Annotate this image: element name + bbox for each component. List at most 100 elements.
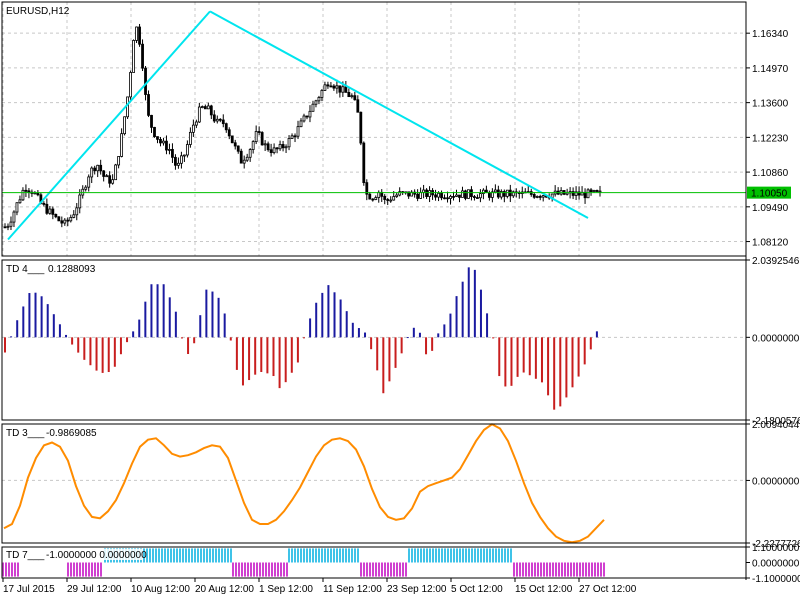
hist-bar-78 bbox=[479, 289, 482, 338]
state-bar bbox=[570, 562, 572, 577]
candle-194 bbox=[583, 188, 587, 204]
state-bar bbox=[315, 548, 317, 563]
candle-115 bbox=[347, 88, 351, 98]
candle-90 bbox=[272, 143, 276, 155]
state-bar bbox=[441, 548, 443, 563]
candle-body bbox=[162, 140, 165, 144]
candle-body bbox=[227, 129, 231, 137]
hist-bar-13 bbox=[83, 337, 86, 360]
hist-value: 0.1288093 bbox=[48, 264, 96, 275]
osc-ytick-label-1: 0.0000000 bbox=[752, 476, 800, 487]
candle-153 bbox=[461, 186, 464, 198]
state-bar bbox=[309, 548, 311, 563]
candle-63 bbox=[191, 119, 195, 137]
candle-body bbox=[156, 136, 159, 140]
candle-60 bbox=[182, 154, 186, 162]
candle-body bbox=[440, 192, 443, 199]
state-bar bbox=[167, 548, 169, 563]
hist-bar-74 bbox=[455, 296, 458, 338]
state-bar bbox=[191, 548, 193, 563]
candle-body bbox=[287, 138, 291, 148]
state-bar bbox=[372, 562, 374, 577]
state-bar bbox=[100, 562, 102, 577]
candle-body bbox=[335, 85, 339, 89]
candle-body bbox=[111, 179, 115, 184]
state-bar bbox=[348, 548, 350, 563]
candle-71 bbox=[215, 115, 219, 124]
candle-body bbox=[595, 190, 599, 192]
state-segment-5 bbox=[360, 562, 407, 577]
hist-bar-56 bbox=[345, 311, 348, 338]
candle-body bbox=[493, 189, 497, 193]
state-bar bbox=[351, 548, 353, 563]
hist-bar-94 bbox=[577, 337, 580, 377]
candle-body bbox=[248, 149, 252, 158]
state-bar bbox=[215, 548, 217, 563]
grid-layer bbox=[2, 2, 746, 481]
candle-body bbox=[535, 196, 539, 198]
candle-body bbox=[467, 189, 470, 199]
candle-99 bbox=[299, 118, 303, 128]
candle-37 bbox=[114, 163, 118, 181]
state-bar bbox=[573, 562, 575, 577]
candle-55 bbox=[168, 143, 171, 155]
candle-body bbox=[212, 114, 216, 122]
candle-131 bbox=[395, 192, 399, 198]
hist-bar-11 bbox=[71, 337, 74, 345]
candle-body bbox=[251, 141, 255, 150]
hist-ytick-label-0: 2.0392546 bbox=[752, 256, 800, 267]
hist-bar-15 bbox=[95, 337, 98, 371]
candle-body bbox=[284, 146, 288, 149]
state-bar bbox=[79, 562, 81, 577]
state-bar bbox=[330, 548, 332, 563]
candle-body bbox=[15, 202, 19, 213]
candle-70 bbox=[212, 110, 216, 123]
hist-bar-48 bbox=[296, 337, 299, 363]
state-bar bbox=[387, 562, 389, 577]
state-bar bbox=[600, 562, 602, 577]
candle-163 bbox=[490, 188, 494, 203]
hist-bar-45 bbox=[278, 337, 281, 389]
hist-bar-91 bbox=[559, 337, 562, 407]
candle-body bbox=[490, 191, 494, 198]
state-bar bbox=[357, 548, 359, 563]
state-bar bbox=[504, 548, 506, 563]
candle-body bbox=[203, 106, 207, 110]
candle-body bbox=[598, 190, 602, 193]
candle-body bbox=[586, 189, 590, 199]
candle-79 bbox=[239, 148, 243, 164]
candle-body bbox=[90, 167, 94, 178]
candle-84 bbox=[254, 125, 258, 145]
candle-21 bbox=[66, 217, 70, 227]
candle-body bbox=[368, 193, 372, 200]
hist-bar-8 bbox=[52, 314, 55, 338]
hist-bar-79 bbox=[486, 313, 489, 338]
state-ytick-label-2: -1.1000000 bbox=[752, 574, 800, 585]
candle-body bbox=[296, 126, 300, 137]
candle-body bbox=[437, 192, 440, 198]
candle-196 bbox=[589, 188, 593, 196]
candle-body bbox=[171, 149, 174, 158]
state-bar bbox=[408, 548, 410, 563]
state-bar bbox=[465, 548, 467, 563]
hist-bar-86 bbox=[528, 337, 531, 376]
state-bar bbox=[414, 548, 416, 563]
candle-body bbox=[446, 197, 449, 200]
candle-body bbox=[239, 150, 243, 164]
candle-body bbox=[470, 189, 473, 197]
hist-bar-34 bbox=[211, 291, 214, 338]
hist-bar-95 bbox=[583, 337, 586, 365]
candle-body bbox=[159, 138, 162, 144]
candle-body bbox=[21, 189, 25, 201]
pane-frame-0 bbox=[1, 1, 747, 257]
candle-body bbox=[18, 199, 22, 204]
state-bar bbox=[185, 548, 187, 563]
state-segment-1 bbox=[67, 562, 102, 577]
state-bar bbox=[546, 562, 548, 577]
candle-body bbox=[455, 194, 458, 197]
hist-bar-93 bbox=[571, 337, 574, 388]
candle-body bbox=[473, 196, 476, 198]
candle-body bbox=[344, 86, 348, 93]
candle-body bbox=[153, 126, 156, 137]
